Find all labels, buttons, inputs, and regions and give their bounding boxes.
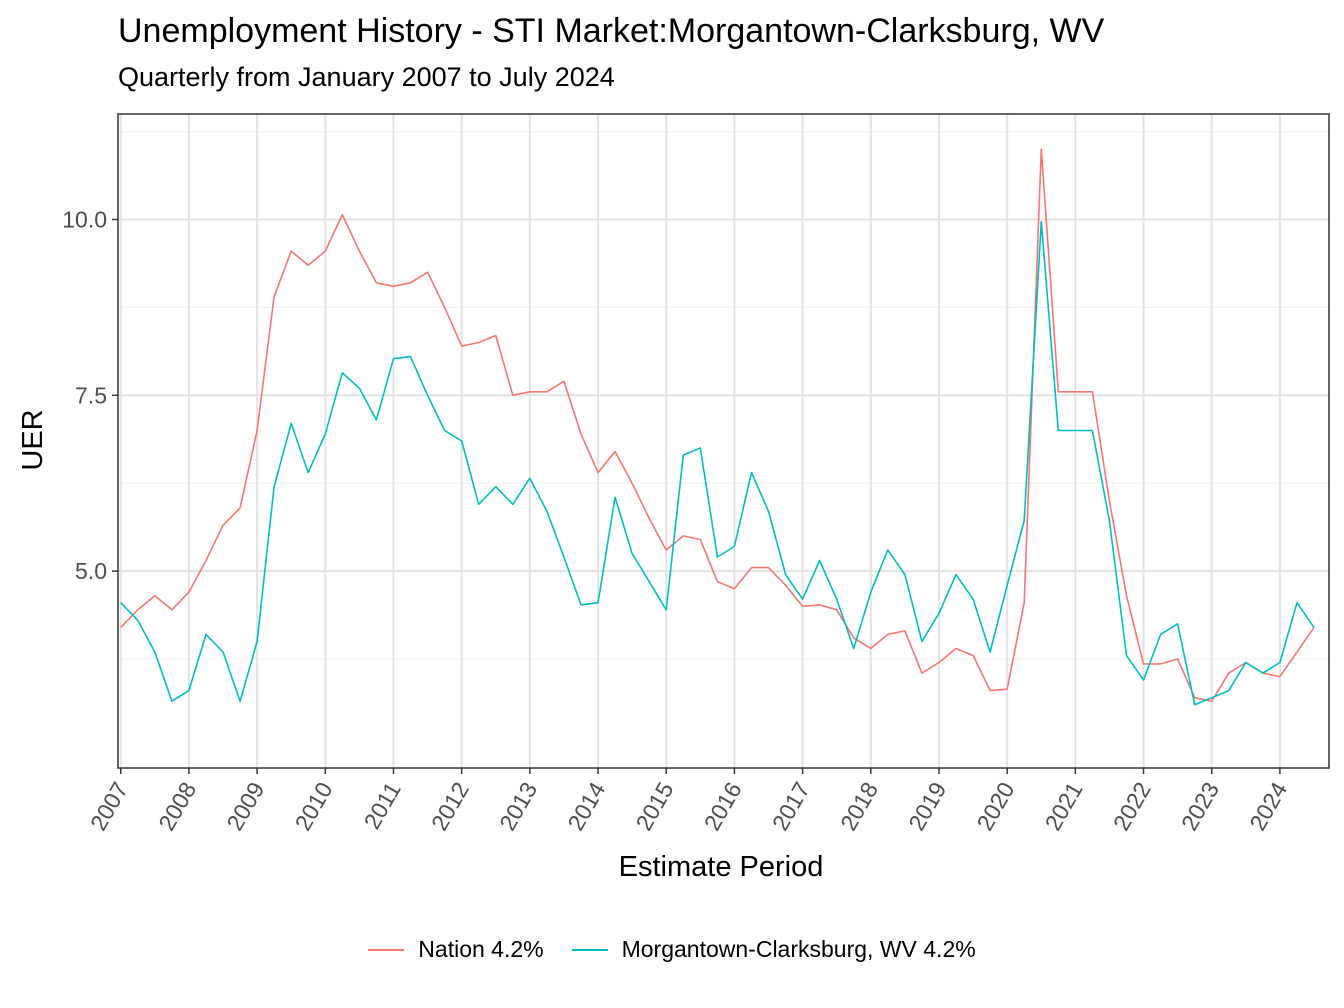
- chart-subtitle: Quarterly from January 2007 to July 2024: [118, 62, 615, 92]
- x-tick-label: 2008: [153, 778, 201, 835]
- y-tick-label: 10.0: [62, 206, 107, 232]
- x-tick-label: 2013: [494, 778, 542, 835]
- x-tick-label: 2021: [1040, 778, 1088, 835]
- x-tick-label: 2020: [971, 778, 1019, 835]
- legend-label: Nation 4.2%: [418, 936, 544, 962]
- x-tick-label: 2011: [359, 778, 406, 834]
- x-tick-label: 2023: [1176, 778, 1224, 835]
- panel-border: [117, 113, 1330, 769]
- y-axis-title: UER: [17, 409, 49, 470]
- legend-item: Morgantown-Clarksburg, WV 4.2%: [571, 936, 976, 963]
- y-tick-label: 7.5: [75, 382, 107, 408]
- chart-title: Unemployment History - STI Market:Morgan…: [118, 12, 1105, 50]
- legend-key: [571, 948, 608, 951]
- x-tick-label: 2014: [562, 777, 610, 834]
- series-line-nation: [120, 148, 1315, 703]
- plot-area: 5.0 7.5 10.0 2007 2008 2009 2010 2011 2012 2013 20…: [17, 113, 1330, 883]
- x-tick-label: 2017: [767, 778, 815, 835]
- x-axis-title: Estimate Period: [619, 851, 824, 883]
- x-tick-label: 2019: [903, 778, 951, 835]
- x-tick-label: 2024: [1244, 777, 1292, 834]
- x-tick-label: 2007: [85, 778, 133, 835]
- series-lines: [120, 148, 1315, 706]
- legend-item: Nation 4.2%: [368, 936, 544, 963]
- x-tick-label: 2016: [699, 778, 747, 835]
- series-line-morgantown-clarksburg: [120, 220, 1315, 706]
- x-tick-label: 2010: [290, 778, 338, 835]
- x-tick-label: 2009: [221, 778, 269, 835]
- x-tick-label: 2018: [835, 778, 883, 835]
- grid-lines: [118, 114, 1329, 768]
- x-tick-label: 2012: [426, 778, 474, 835]
- legend: Nation 4.2% Morgantown-Clarksburg, WV 4.2…: [0, 936, 1344, 963]
- x-tick-label: 2015: [630, 778, 678, 835]
- x-tick-label: 2022: [1108, 778, 1156, 835]
- legend-label: Morgantown-Clarksburg, WV 4.2%: [621, 936, 976, 962]
- legend-key: [368, 948, 405, 951]
- y-tick-label: 5.0: [75, 558, 107, 584]
